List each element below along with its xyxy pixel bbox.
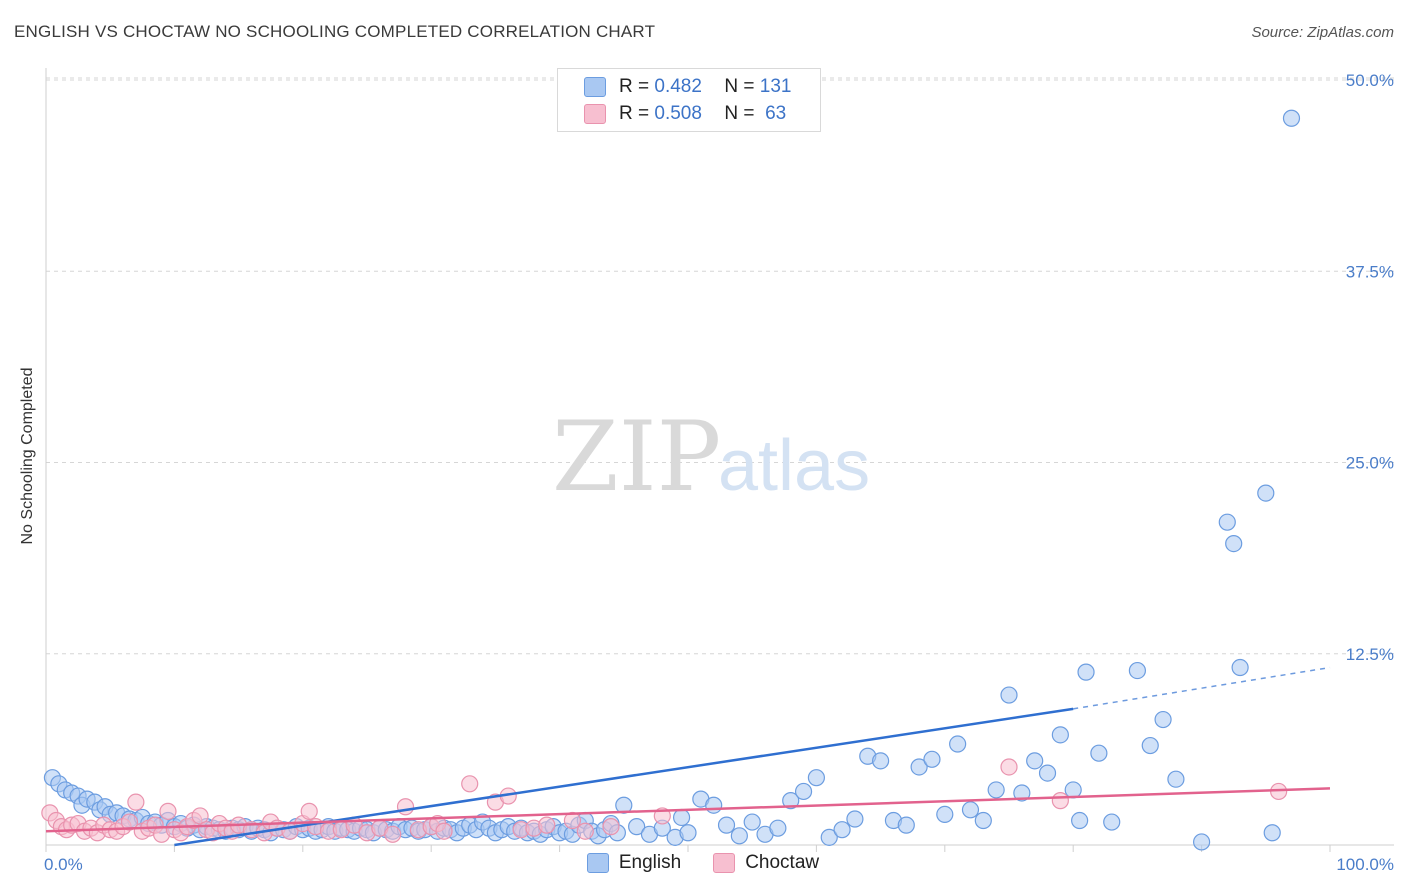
choctaw-point bbox=[120, 813, 139, 831]
choctaw-point bbox=[384, 825, 402, 843]
legend-label-choctaw: Choctaw bbox=[745, 852, 820, 873]
english-point bbox=[910, 758, 928, 776]
english-point bbox=[949, 735, 967, 753]
legend-n-label: N = bbox=[724, 76, 755, 97]
english-point bbox=[1013, 784, 1031, 802]
english-point bbox=[936, 805, 954, 824]
english-point bbox=[1192, 833, 1211, 851]
english-point bbox=[769, 819, 787, 837]
english-point bbox=[705, 796, 723, 814]
choctaw-point bbox=[1051, 792, 1069, 810]
english-point bbox=[672, 808, 691, 827]
choctaw-point bbox=[396, 798, 415, 816]
english-point bbox=[923, 750, 941, 768]
y-tick-labels: 12.5% 25.0% 37.5% 50.0% bbox=[1346, 71, 1394, 664]
choctaw-point bbox=[300, 802, 318, 820]
english-point bbox=[1225, 534, 1243, 553]
legend-item-choctaw[interactable]: Choctaw bbox=[713, 852, 819, 874]
choctaw-point bbox=[538, 816, 556, 834]
x-tick-label: 100.0% bbox=[1336, 855, 1394, 874]
english-point bbox=[782, 792, 800, 810]
english-point bbox=[1167, 770, 1185, 788]
y-tick-label: 50.0% bbox=[1346, 71, 1394, 90]
legend-row-english: R = 0.482 N = 131 bbox=[584, 74, 791, 100]
english-point bbox=[1128, 661, 1147, 680]
english-point bbox=[1257, 484, 1275, 502]
english-trend-extension bbox=[1073, 666, 1331, 710]
english-point bbox=[897, 816, 915, 834]
chart-title: ENGLISH VS CHOCTAW NO SCHOOLING COMPLETE… bbox=[14, 22, 656, 41]
legend-n-value: 131 bbox=[759, 76, 792, 97]
english-point bbox=[1064, 781, 1082, 799]
source-label: Source: ZipAtlas.com bbox=[1251, 24, 1394, 41]
english-point bbox=[1263, 824, 1281, 842]
x-tick-labels: 0.0% 100.0% bbox=[44, 855, 1394, 874]
legend-label-english: English bbox=[618, 852, 682, 873]
english-point bbox=[1000, 686, 1018, 704]
english-point bbox=[974, 811, 992, 830]
stats-legend: R = 0.482 N = 131 R = 0.508 N = 63 bbox=[557, 68, 821, 132]
english-point bbox=[820, 828, 838, 846]
english-point bbox=[679, 824, 697, 842]
english-point bbox=[1103, 813, 1121, 831]
english-point bbox=[1141, 736, 1159, 755]
choctaw-point bbox=[435, 822, 453, 840]
english-point bbox=[743, 813, 761, 831]
english-point bbox=[1231, 658, 1249, 677]
english-point bbox=[628, 818, 646, 836]
choctaw-point bbox=[602, 818, 620, 836]
legend-swatch-choctaw bbox=[713, 853, 736, 873]
watermark-zip: ZIP bbox=[552, 401, 721, 513]
english-point bbox=[1077, 663, 1095, 681]
english-point bbox=[615, 796, 633, 814]
legend-r-value: 0.482 bbox=[654, 76, 702, 97]
legend-swatch-choctaw bbox=[584, 104, 606, 124]
y-tick-label: 12.5% bbox=[1346, 645, 1394, 664]
choctaw-point bbox=[127, 793, 145, 811]
y-tick-label: 37.5% bbox=[1346, 262, 1394, 281]
legend-n-value: 63 bbox=[765, 103, 787, 124]
english-point bbox=[871, 752, 890, 770]
legend-r-label: R = bbox=[619, 103, 650, 124]
english-point bbox=[846, 810, 864, 828]
english-point bbox=[1051, 726, 1069, 744]
choctaw-point bbox=[191, 807, 209, 825]
legend-swatch-english bbox=[584, 77, 606, 97]
choctaw-point bbox=[1000, 758, 1018, 776]
english-point bbox=[1090, 744, 1108, 762]
choctaw-point bbox=[576, 822, 594, 840]
english-point bbox=[1038, 764, 1057, 782]
watermark: ZIP atlas bbox=[552, 401, 870, 513]
english-point bbox=[833, 821, 851, 839]
english-point bbox=[987, 781, 1005, 799]
english-point bbox=[1026, 752, 1044, 770]
english-point bbox=[1282, 109, 1301, 127]
english-point bbox=[807, 769, 826, 787]
x-tick-label: 0.0% bbox=[44, 855, 83, 874]
legend-swatch-english bbox=[586, 853, 609, 873]
watermark-atlas: atlas bbox=[718, 426, 870, 506]
english-point bbox=[1071, 811, 1089, 830]
legend-r-label: R = bbox=[619, 76, 650, 97]
english-point bbox=[794, 782, 813, 801]
choctaw-trend-line bbox=[45, 787, 1331, 833]
series-legend: English Choctaw bbox=[0, 852, 1406, 874]
english-point bbox=[717, 816, 736, 834]
axes bbox=[45, 68, 1394, 852]
english-trend-line bbox=[174, 707, 1074, 847]
trend-lines bbox=[45, 666, 1331, 847]
grid bbox=[46, 77, 1394, 655]
legend-row-choctaw: R = 0.508 N = 63 bbox=[584, 101, 786, 127]
legend-n-label: N = bbox=[724, 103, 755, 124]
choctaw-point bbox=[159, 802, 177, 820]
legend-r-value: 0.508 bbox=[654, 103, 702, 124]
english-point bbox=[730, 827, 748, 845]
y-tick-label: 25.0% bbox=[1346, 454, 1394, 473]
english-point bbox=[961, 801, 980, 819]
legend-item-english[interactable]: English bbox=[586, 852, 682, 874]
choctaw-point bbox=[461, 775, 479, 793]
english-point bbox=[1154, 710, 1172, 729]
english-point bbox=[1218, 513, 1236, 531]
